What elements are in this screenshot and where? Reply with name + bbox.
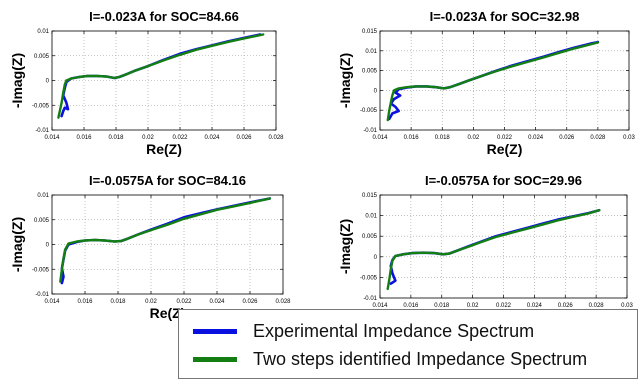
chart-legend: Experimental Impedance Spectrum Two step…	[178, 309, 638, 379]
y-tick-label: 0.005	[34, 218, 50, 224]
x-tick-label: 0.022	[496, 303, 512, 309]
x-tick-label: 0.028	[268, 135, 284, 141]
x-tick-label: 0.02	[145, 299, 157, 305]
y-tick-label: -0.01	[363, 296, 377, 302]
x-tick-label: 0.014	[372, 135, 388, 141]
x-tick-label: 0.024	[209, 299, 225, 305]
x-tick-label: 0.014	[44, 299, 60, 305]
chart-4: 0.014 0.016 0.018 0.02 0.022 0.024 0.026 0.028 0…	[337, 173, 633, 325]
legend-swatch-identified	[193, 356, 237, 362]
chart-title: I=-0.023A for SOC=84.66	[89, 9, 239, 24]
x-axis-label: Re(Z)	[487, 141, 523, 157]
y-tick-label: 0.01	[365, 214, 377, 220]
y-tick-label: -0.005	[360, 275, 378, 281]
x-tick-label: 0.028	[590, 135, 606, 141]
y-tick-label: 0.005	[34, 54, 50, 60]
x-tick-label: 0.018	[434, 303, 450, 309]
series-line-identified	[386, 41, 600, 122]
y-tick-label: -0.005	[32, 103, 50, 109]
chart-title: I=-0.023A for SOC=32.98	[430, 9, 580, 24]
x-tick-label: 0.026	[558, 303, 574, 309]
chart-3: 0.014 0.016 0.018 0.02 0.022 0.024 0.026 0.028 -…	[9, 173, 291, 321]
x-tick-label: 0.014	[44, 135, 60, 141]
legend-label-experimental: Experimental Impedance Spectrum	[253, 320, 535, 341]
x-tick-label: 0.028	[275, 299, 291, 305]
legend-item-experimental: Experimental Impedance Spectrum	[193, 319, 534, 343]
x-tick-label: 0.024	[528, 135, 544, 141]
y-axis-label: -Imag(Z)	[337, 53, 353, 108]
x-tick-label: 0.02	[142, 135, 154, 141]
y-tick-label: 0	[374, 88, 378, 94]
x-tick-label: 0.03	[621, 303, 633, 309]
y-tick-label: 0.005	[362, 69, 378, 75]
y-tick-label: -0.005	[32, 267, 50, 273]
x-tick-label: 0.03	[623, 135, 635, 141]
x-tick-label: 0.018	[435, 135, 451, 141]
x-tick-label: 0.016	[77, 299, 93, 305]
x-tick-label: 0.022	[176, 299, 192, 305]
y-tick-label: 0.015	[362, 29, 378, 35]
y-tick-label: -0.01	[363, 128, 377, 134]
y-tick-label: 0.01	[365, 49, 377, 55]
x-axis-label: Re(Z)	[150, 305, 186, 321]
y-tick-label: -0.01	[35, 292, 49, 298]
y-tick-label: 0	[374, 255, 378, 261]
series-line-identified	[59, 197, 271, 283]
x-tick-label: 0.018	[110, 299, 126, 305]
x-tick-label: 0.026	[236, 135, 252, 141]
x-tick-label: 0.028	[589, 303, 605, 309]
y-tick-label: 0	[46, 243, 50, 249]
chart-title: I=-0.0575A for SOC=84.16	[89, 173, 246, 188]
y-tick-label: -0.005	[360, 108, 378, 114]
chart-1: 0.014 0.016 0.018 0.02 0.022 0.024 0.026 0.028 -…	[9, 9, 284, 157]
chart-2: 0.014 0.016 0.018 0.02 0.022 0.024 0.026 0.028 0…	[337, 9, 635, 157]
x-tick-label: 0.026	[242, 299, 258, 305]
x-tick-label: 0.024	[204, 135, 220, 141]
x-axis-label: Re(Z)	[146, 141, 182, 157]
y-tick-label: 0	[46, 79, 50, 85]
x-tick-label: 0.016	[76, 135, 92, 141]
legend-item-identified: Two steps identified Impedance Spectrum	[193, 347, 587, 371]
x-tick-label: 0.022	[172, 135, 188, 141]
x-tick-label: 0.016	[404, 135, 420, 141]
x-tick-label: 0.018	[108, 135, 124, 141]
x-tick-label: 0.014	[372, 303, 388, 309]
chart-title: I=-0.0575A for SOC=29.96	[425, 173, 582, 188]
x-tick-label: 0.024	[527, 303, 543, 309]
legend-swatch-experimental	[193, 328, 237, 334]
x-tick-label: 0.022	[497, 135, 513, 141]
y-axis-label: -Imag(Z)	[337, 219, 353, 274]
y-tick-label: 0.005	[362, 234, 378, 240]
series-line-identified	[386, 208, 601, 291]
y-axis-label: -Imag(Z)	[9, 53, 25, 108]
y-tick-label: 0.015	[362, 193, 378, 199]
x-tick-label: 0.02	[468, 135, 480, 141]
y-tick-label: 0.01	[37, 29, 49, 35]
y-tick-label: -0.01	[35, 128, 49, 134]
series-line-identified	[57, 33, 265, 119]
y-axis-label: -Imag(Z)	[9, 217, 25, 272]
x-tick-label: 0.02	[467, 303, 479, 309]
x-tick-label: 0.016	[403, 303, 419, 309]
y-tick-label: 0.01	[37, 193, 49, 199]
plot-area	[380, 31, 629, 130]
x-tick-label: 0.026	[559, 135, 575, 141]
legend-label-identified: Two steps identified Impedance Spectrum	[253, 348, 588, 369]
plot-area	[52, 195, 283, 294]
